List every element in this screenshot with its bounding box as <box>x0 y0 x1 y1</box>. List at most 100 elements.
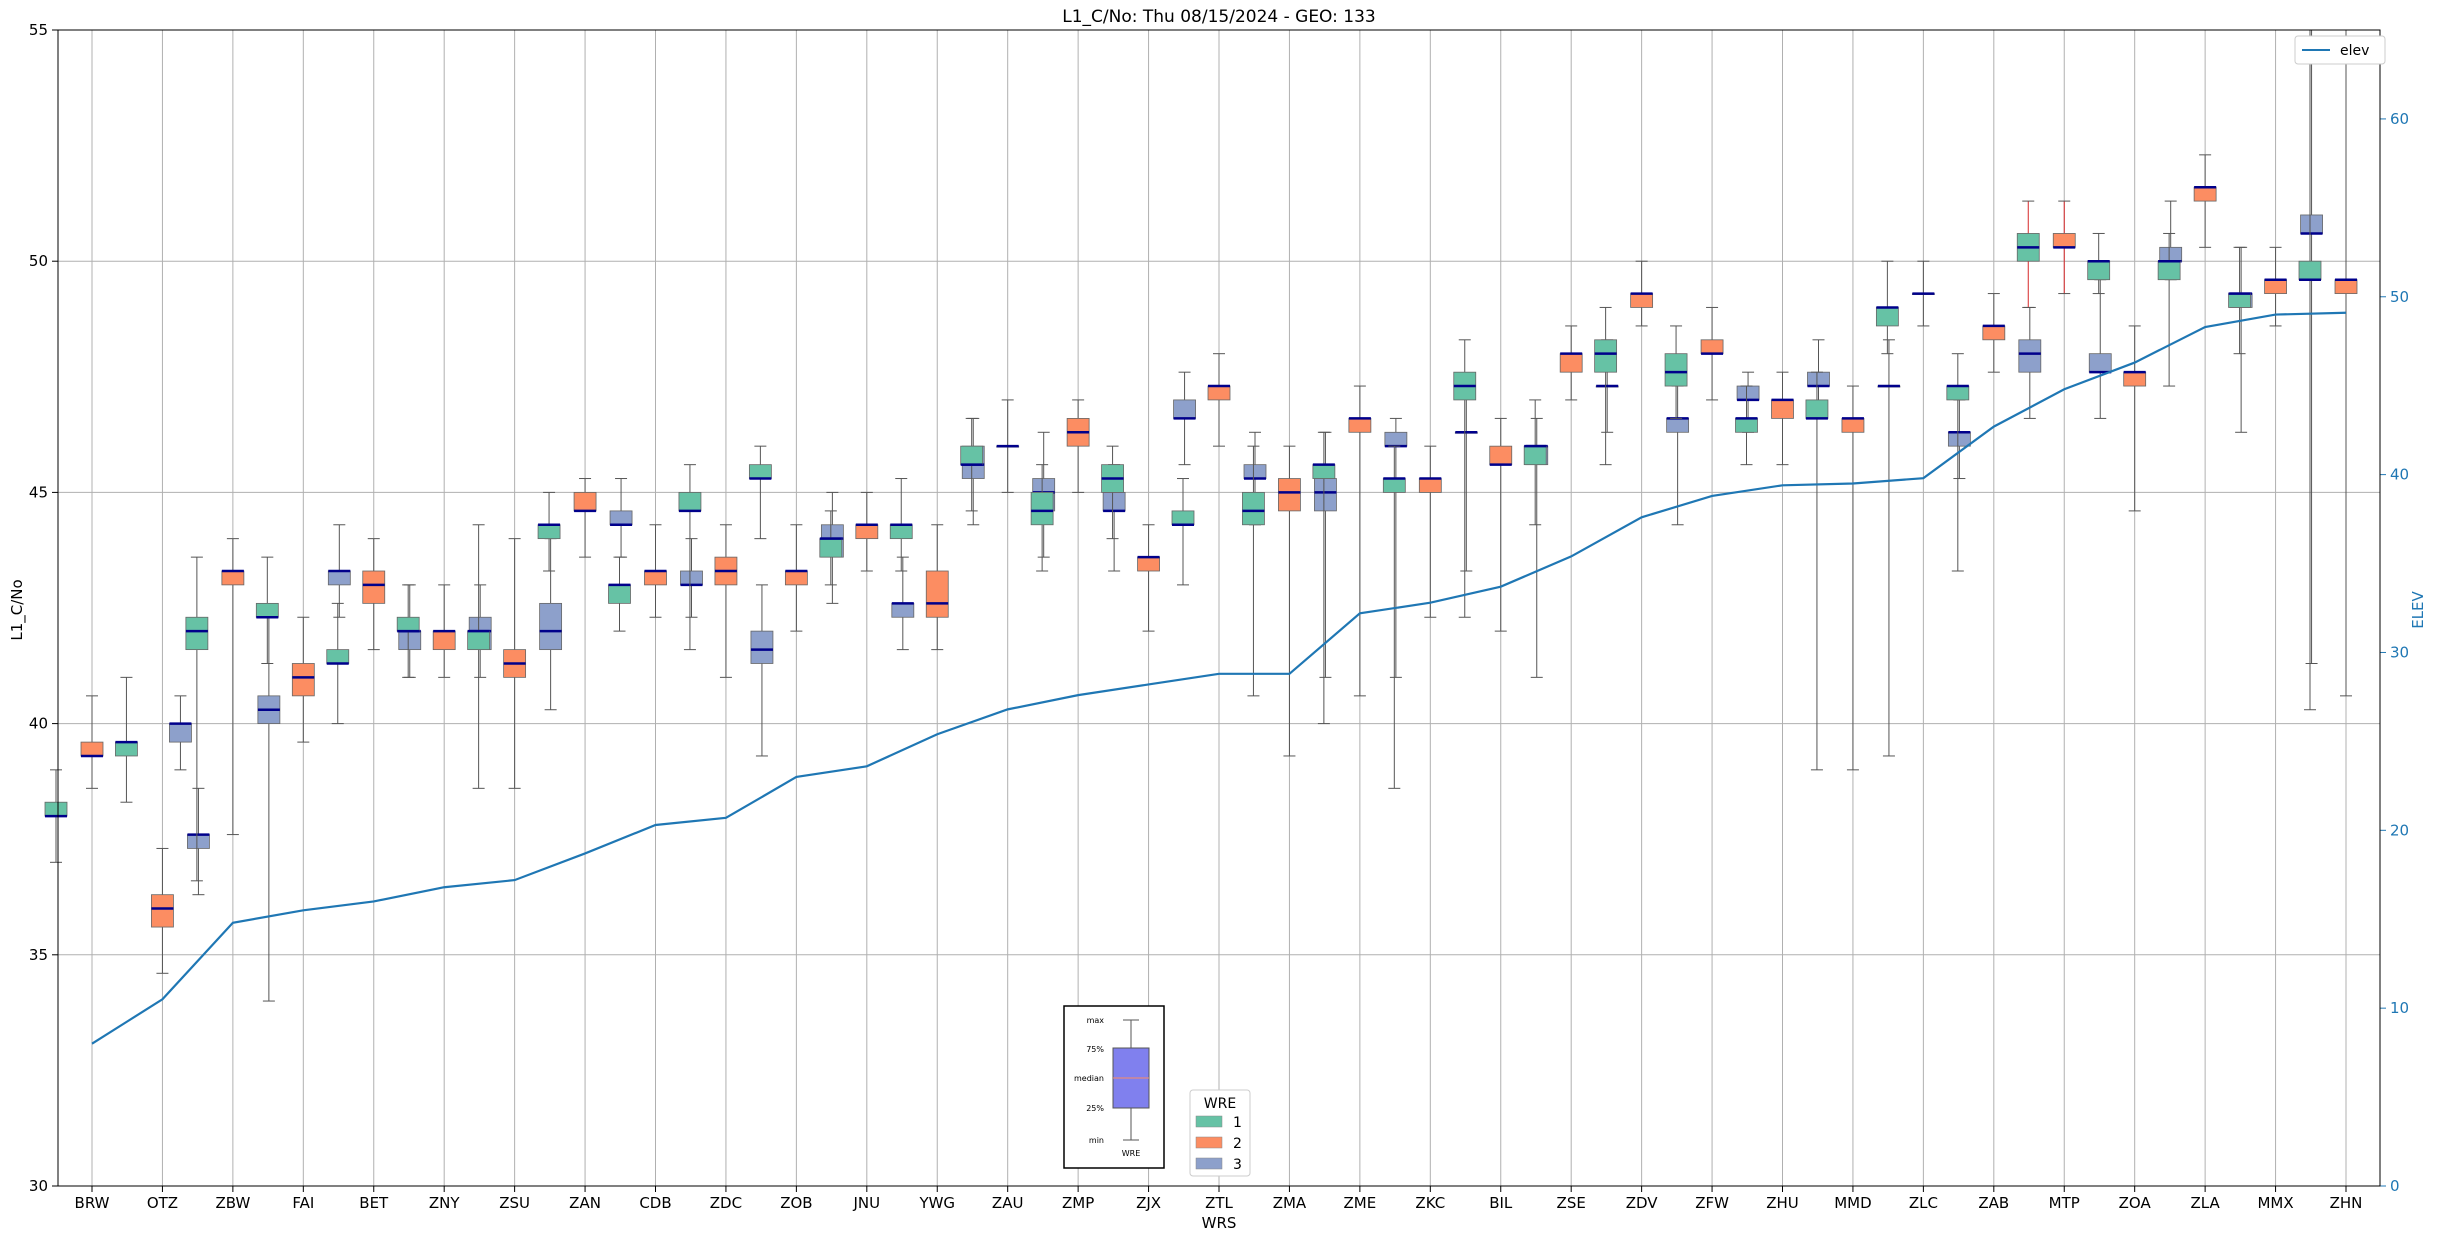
box-plot-zdc-wre2 <box>714 524 738 678</box>
wre-legend-swatch-2 <box>1195 1136 1223 1149</box>
box-plot-zbw-wre1 <box>185 556 209 882</box>
elev-legend-label: elev <box>2340 43 2369 59</box>
box-plot-bil-wre2 <box>1489 417 1513 632</box>
box <box>1102 491 1126 512</box>
x-tick-label: ZDV <box>1626 1194 1659 1212</box>
y2-tick-label: 60 <box>2390 110 2409 128</box>
box <box>1664 353 1688 387</box>
box-plot-fai-wre1 <box>255 556 279 664</box>
box <box>1278 478 1301 512</box>
box <box>2123 371 2147 387</box>
inset-label-max: max <box>1087 1016 1105 1025</box>
box-plot-zob-wre2 <box>784 524 808 632</box>
box <box>185 616 209 651</box>
y2-tick-label: 50 <box>2390 288 2409 306</box>
y-tick-label: 55 <box>29 21 48 39</box>
box-plot-jnu-wre1 <box>819 510 843 586</box>
x-tick-label: ZMA <box>1273 1194 1307 1212</box>
box <box>432 630 456 651</box>
x-tick-label: OTZ <box>147 1194 178 1212</box>
box-plot-ywg-wre1 <box>889 478 913 572</box>
y-tick-label: 35 <box>29 946 48 964</box>
box-plot-zkc-wre1 <box>1382 445 1406 789</box>
box-plot-otz-wre1 <box>115 676 138 803</box>
x-tick-label: ZDC <box>710 1194 742 1212</box>
inset-label-q3: 75% <box>1086 1045 1104 1054</box>
box-plot-zme-wre3 <box>1384 417 1408 678</box>
box-plot-zse-wre1 <box>1523 399 1547 526</box>
x-tick-label: ZSE <box>1557 1194 1586 1212</box>
x-tick-label: ZAB <box>1978 1194 2009 1212</box>
box-plot-zdc-wre3 <box>750 584 774 757</box>
box-plot-zsu-wre1 <box>467 524 491 789</box>
box <box>1418 478 1442 493</box>
box <box>1137 556 1160 572</box>
box-plot-cdb-wre1 <box>608 556 631 632</box>
box-plot-mmx-wre3 <box>2300 29 2323 664</box>
box <box>2228 293 2251 308</box>
box <box>2088 353 2112 373</box>
box-plot-zob-wre1 <box>748 445 772 540</box>
x-tick-label: ZBW <box>215 1194 250 1212</box>
box <box>1946 385 1970 401</box>
box-plot-zfw-wre2 <box>1700 306 1724 401</box>
box <box>1348 418 1372 433</box>
box <box>889 524 913 540</box>
grid-lines <box>58 29 2380 1187</box>
box-plot-zjx-wre2 <box>1137 524 1160 632</box>
box-plot-zau-wre1 <box>960 417 984 512</box>
box-plot-ywg-wre3 <box>961 417 985 526</box>
box <box>855 524 879 540</box>
elev-line <box>91 311 2347 1045</box>
x-tick-label: MMX <box>2257 1194 2293 1212</box>
x-tick-label: YWG <box>918 1194 955 1212</box>
box-plot-zlc-wre1 <box>1875 260 1899 355</box>
box-plot-zkc-wre3 <box>1454 385 1478 572</box>
box <box>169 723 192 743</box>
box-plot-otz-wre3 <box>169 695 192 771</box>
box <box>2298 260 2322 281</box>
box-plot-bet-wre2 <box>362 538 386 651</box>
x-tick-label: MMD <box>1834 1194 1871 1212</box>
box <box>221 570 245 586</box>
box-plot-zdv-wre2 <box>1630 260 1654 327</box>
y2-axis-label: ELEV <box>2409 590 2427 628</box>
box-plot-zau-wre2 <box>996 399 1020 493</box>
box <box>1875 307 1899 327</box>
box-plot-zbw-wre2 <box>221 538 245 836</box>
box <box>784 570 808 586</box>
box-plot-zdv-wre1 <box>1594 306 1618 466</box>
y2-tick-label: 30 <box>2390 643 2409 661</box>
box-plot-zab-wre1 <box>1946 353 1970 572</box>
box <box>44 801 68 817</box>
x-tick-label: ZHU <box>1766 1194 1799 1212</box>
box <box>1314 478 1337 512</box>
box <box>2052 233 2076 248</box>
box <box>1173 399 1196 419</box>
box <box>80 741 104 757</box>
box <box>644 570 667 586</box>
elev-legend: elev <box>2294 35 2386 65</box>
box-plot-zme-wre2 <box>1348 385 1372 697</box>
box <box>291 663 315 697</box>
inset-label-min: min <box>1089 1136 1104 1145</box>
box-plot-zjx-wre3 <box>1173 371 1196 466</box>
inset-label-q1: 25% <box>1086 1104 1104 1113</box>
x-tick-label: CDB <box>639 1194 671 1212</box>
box <box>891 602 915 618</box>
box <box>539 602 563 651</box>
x-tick-label: ZOA <box>2119 1194 2152 1212</box>
box <box>115 741 138 757</box>
box <box>819 538 843 558</box>
box <box>2334 279 2358 294</box>
x-tick-label: ZFW <box>1695 1194 1729 1212</box>
box-plot-zlc-wre2 <box>1911 260 1935 327</box>
box-plot-zla-wre1 <box>2157 232 2181 387</box>
box-plot-zma-wre2 <box>1278 445 1301 757</box>
box <box>1243 464 1267 479</box>
box <box>362 570 386 604</box>
box <box>750 630 774 664</box>
wre-legend-label-1: 1 <box>1233 1115 1242 1131</box>
box <box>467 630 491 651</box>
